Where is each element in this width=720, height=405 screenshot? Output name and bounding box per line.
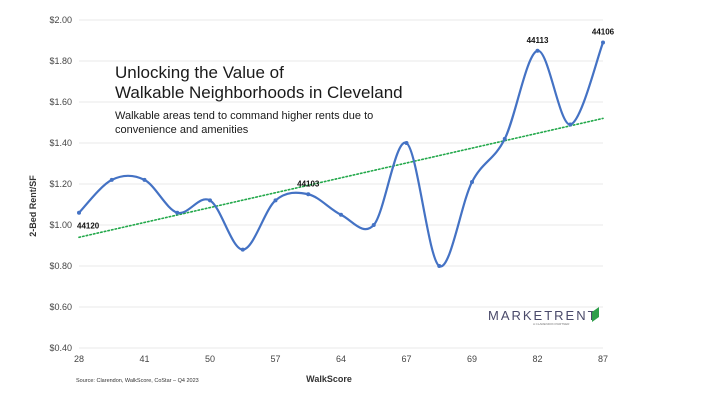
logo-wordmark: MARKETRENT [488, 308, 598, 323]
chart-title-line-2: Walkable Neighborhoods in Cleveland [115, 83, 403, 102]
x-tick-label: 41 [139, 354, 149, 364]
logo-tagline: A CLARENDON PARTNER [533, 322, 570, 326]
x-axis-title: WalkScore [306, 374, 352, 384]
y-tick-labels: $0.40 $0.60 $0.80 $1.00 $1.20 $1.40 $1.60 $1.80… [49, 15, 72, 353]
trendline [78, 117, 604, 239]
data-point [142, 177, 147, 182]
point-label: 44120 [77, 222, 100, 231]
y-tick-label: $1.60 [49, 97, 72, 107]
y-tick-label: $0.80 [49, 261, 72, 271]
logo-leaf-icon [592, 307, 599, 322]
y-tick-label: $1.00 [49, 220, 72, 230]
y-tick-label: $1.20 [49, 179, 72, 189]
x-tick-label: 82 [532, 354, 542, 364]
source-note: Source: Clarendon, WalkScore, CoStar – Q… [76, 378, 199, 384]
x-tick-label: 50 [205, 354, 215, 364]
data-points [77, 40, 605, 268]
point-label: 44103 [297, 179, 320, 188]
y-tick-label: $0.60 [49, 302, 72, 312]
chart-title-line-1: Unlocking the Value of [115, 63, 284, 82]
chart-subtitle-line-1: Walkable areas tend to command higher re… [115, 110, 373, 122]
grid [79, 19, 603, 349]
data-point [568, 122, 573, 127]
chart-subtitle-line-2: convenience and amenities [115, 124, 249, 136]
marketrent-logo: MARKETRENT A CLARENDON PARTNER [488, 307, 599, 326]
y-tick-label: $0.40 [49, 343, 72, 353]
data-point [175, 210, 180, 215]
data-point [339, 212, 343, 217]
x-tick-label: 57 [270, 354, 280, 364]
x-tick-labels: 28 41 50 57 64 67 69 82 87 [74, 354, 608, 364]
point-label: 44106 [592, 28, 615, 37]
y-tick-label: $1.80 [49, 56, 72, 66]
x-tick-label: 69 [467, 354, 477, 364]
data-point [601, 40, 605, 45]
data-point [371, 223, 376, 227]
x-tick-label: 64 [336, 354, 346, 364]
x-tick-label: 67 [401, 354, 411, 364]
data-point [77, 210, 81, 215]
x-tick-label: 87 [598, 354, 608, 364]
data-point [535, 48, 540, 53]
y-tick-label: $1.40 [49, 138, 72, 148]
data-point [240, 247, 245, 252]
data-point [437, 264, 442, 268]
data-point [306, 192, 311, 197]
point-label: 44113 [527, 36, 549, 45]
y-axis-title: 2-Bed Rent/SF [28, 175, 38, 237]
data-point [404, 141, 409, 145]
trendline-path [78, 117, 604, 239]
y-tick-label: $2.00 [49, 15, 72, 25]
data-point [109, 177, 114, 182]
data-point [208, 198, 212, 203]
point-labels: 44120 44103 44113 44106 [77, 28, 615, 231]
x-tick-label: 28 [74, 354, 84, 364]
data-point [273, 198, 278, 203]
data-point [502, 136, 507, 141]
data-point [470, 179, 474, 184]
